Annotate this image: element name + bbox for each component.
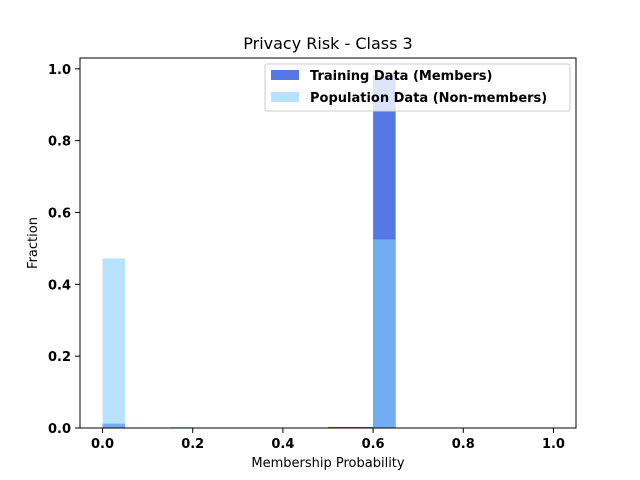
legend: Training Data (Members) Population Data … [264, 63, 571, 112]
x-tick-label-3: 0.6 [362, 437, 385, 452]
legend-swatch-training [271, 70, 299, 80]
y-tick-label-0: 0.0 [48, 422, 71, 437]
chart-title: Privacy Risk - Class 3 [243, 34, 412, 53]
x-axis-label: Membership Probability [251, 456, 405, 471]
bar-population-0 [102, 258, 126, 428]
y-tick-label-4: 0.8 [48, 135, 71, 150]
bar-population-1 [170, 426, 193, 428]
bar-training-2 [350, 426, 374, 428]
plot-frame [79, 57, 577, 429]
x-tick-label-5: 1.0 [542, 437, 565, 452]
ticks-layer: 0.0 0.2 0.4 0.6 0.8 1.0 0.0 0.2 0.4 0.6 0.8 1.0 [48, 63, 565, 452]
y-tick-label-3: 0.6 [48, 206, 71, 221]
x-tick-label-4: 0.8 [452, 437, 475, 452]
x-tick-label-0: 0.0 [91, 437, 114, 452]
x-tick-label-1: 0.2 [181, 437, 204, 452]
y-tick-label-5: 1.0 [48, 63, 71, 78]
bar-training-1 [328, 426, 351, 428]
bars-layer [102, 75, 396, 428]
legend-label-training: Training Data (Members) [310, 69, 492, 84]
y-axis-label: Fraction [26, 217, 41, 269]
legend-box [264, 63, 571, 112]
y-tick-label-1: 0.2 [48, 350, 71, 365]
legend-swatch-population [271, 92, 299, 102]
y-tick-label-2: 0.4 [48, 278, 71, 293]
bar-population-2 [373, 239, 396, 428]
legend-label-population: Population Data (Non-members) [310, 91, 547, 106]
x-tick-label-2: 0.4 [271, 437, 294, 452]
